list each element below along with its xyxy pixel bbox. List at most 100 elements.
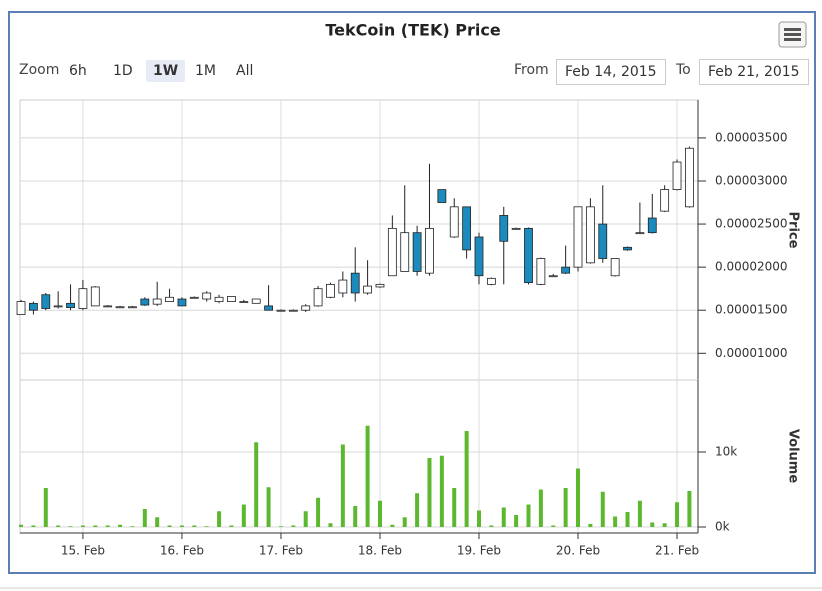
- candle: [548, 274, 558, 278]
- y-axis-title: Price: [786, 212, 801, 249]
- volume-bar: [538, 489, 543, 527]
- volume-bar: [155, 517, 160, 527]
- candle: [16, 299, 26, 315]
- candle-body: [499, 215, 509, 242]
- y-tick-label: 0.00003500: [715, 130, 788, 144]
- x-tick-label: 18. Feb: [358, 544, 402, 558]
- volume-bar: [551, 525, 556, 527]
- volume-bar: [501, 507, 506, 527]
- candle: [338, 271, 348, 298]
- x-tick-label: 15. Feb: [61, 544, 105, 558]
- volume-bar: [229, 525, 234, 527]
- candle-body: [288, 309, 298, 312]
- volume-bar: [613, 516, 618, 527]
- volume-bar: [80, 525, 85, 527]
- range-button[interactable]: 1W: [146, 60, 186, 82]
- from-input[interactable]: Feb 14, 2015: [556, 59, 666, 85]
- candle-body: [214, 296, 224, 302]
- candle-body: [647, 217, 657, 234]
- range-button[interactable]: All: [236, 63, 254, 79]
- candle: [276, 309, 286, 312]
- candle-body: [313, 288, 323, 307]
- volume-bar: [328, 523, 333, 527]
- range-button[interactable]: 6h: [69, 63, 87, 79]
- volume-bar: [576, 468, 581, 527]
- volume-bar: [600, 491, 605, 527]
- candle-body: [165, 296, 174, 302]
- candle: [288, 309, 298, 312]
- candle: [41, 292, 51, 311]
- x-tick-label: 21. Feb: [655, 544, 699, 558]
- candle: [189, 296, 199, 299]
- candle: [375, 283, 385, 288]
- candle-body: [53, 305, 63, 308]
- candle-body: [41, 294, 51, 309]
- candle: [585, 198, 595, 264]
- volume-bar: [489, 525, 494, 527]
- candle-body: [449, 206, 459, 238]
- candle-body: [140, 298, 150, 306]
- volume-bar: [130, 526, 135, 527]
- volume-bar: [105, 525, 110, 527]
- volume-bar: [675, 502, 680, 527]
- range-button[interactable]: 1D: [113, 63, 133, 79]
- volume-bar: [43, 488, 48, 527]
- frame: [8, 11, 816, 574]
- candle: [635, 202, 645, 235]
- candle: [53, 291, 63, 309]
- candle-body: [16, 301, 26, 315]
- y-tick-label: 0.00001000: [715, 346, 788, 360]
- candle-body: [350, 272, 360, 294]
- x-tick-label: 19. Feb: [457, 544, 501, 558]
- candle: [685, 146, 694, 208]
- candle: [264, 285, 273, 311]
- volume-bar: [19, 524, 24, 527]
- candle-body: [387, 227, 397, 277]
- candle-body: [177, 298, 187, 307]
- candle-body: [685, 147, 694, 208]
- chart-title: TekCoin (TEK) Price: [325, 21, 500, 40]
- volume-bar: [179, 525, 184, 527]
- volume-bar: [464, 431, 469, 527]
- candle: [536, 257, 546, 286]
- candle-body: [66, 302, 75, 309]
- candle-body: [363, 285, 372, 294]
- candle-body: [375, 283, 385, 288]
- candle-body: [251, 298, 261, 304]
- candle-body: [78, 288, 88, 309]
- candle-body: [276, 309, 286, 312]
- candle-body: [239, 301, 249, 304]
- volume-bar: [563, 488, 568, 527]
- candle-body: [29, 302, 38, 311]
- candle-body: [425, 227, 434, 274]
- candle-body: [326, 283, 335, 298]
- volume-bar: [291, 525, 296, 527]
- to-input[interactable]: Feb 21, 2015: [699, 59, 809, 85]
- candle: [301, 304, 311, 312]
- volume-bar: [254, 442, 259, 527]
- y-tick-label: 0.00001500: [715, 303, 788, 317]
- candle-body: [338, 279, 348, 294]
- volume-bar: [588, 524, 593, 527]
- candle: [486, 277, 496, 286]
- volume-bar: [402, 517, 407, 527]
- volume-bar: [390, 524, 395, 527]
- candle: [90, 286, 100, 307]
- candle: [437, 189, 447, 203]
- candle: [647, 193, 657, 234]
- candle: [449, 198, 459, 238]
- menu-button[interactable]: [778, 21, 807, 48]
- volume-bar: [31, 525, 36, 527]
- volume-bar: [452, 488, 457, 527]
- candle: [128, 305, 137, 309]
- volume-bar: [427, 458, 432, 527]
- range-button[interactable]: 1M: [195, 63, 216, 79]
- y-tick-label: 0.00002000: [715, 260, 788, 274]
- x-tick-label: 16. Feb: [160, 544, 204, 558]
- candle-body: [152, 298, 162, 305]
- volume-bar: [365, 425, 370, 527]
- candle: [103, 305, 113, 308]
- candle: [350, 247, 360, 302]
- candle-body: [511, 227, 521, 230]
